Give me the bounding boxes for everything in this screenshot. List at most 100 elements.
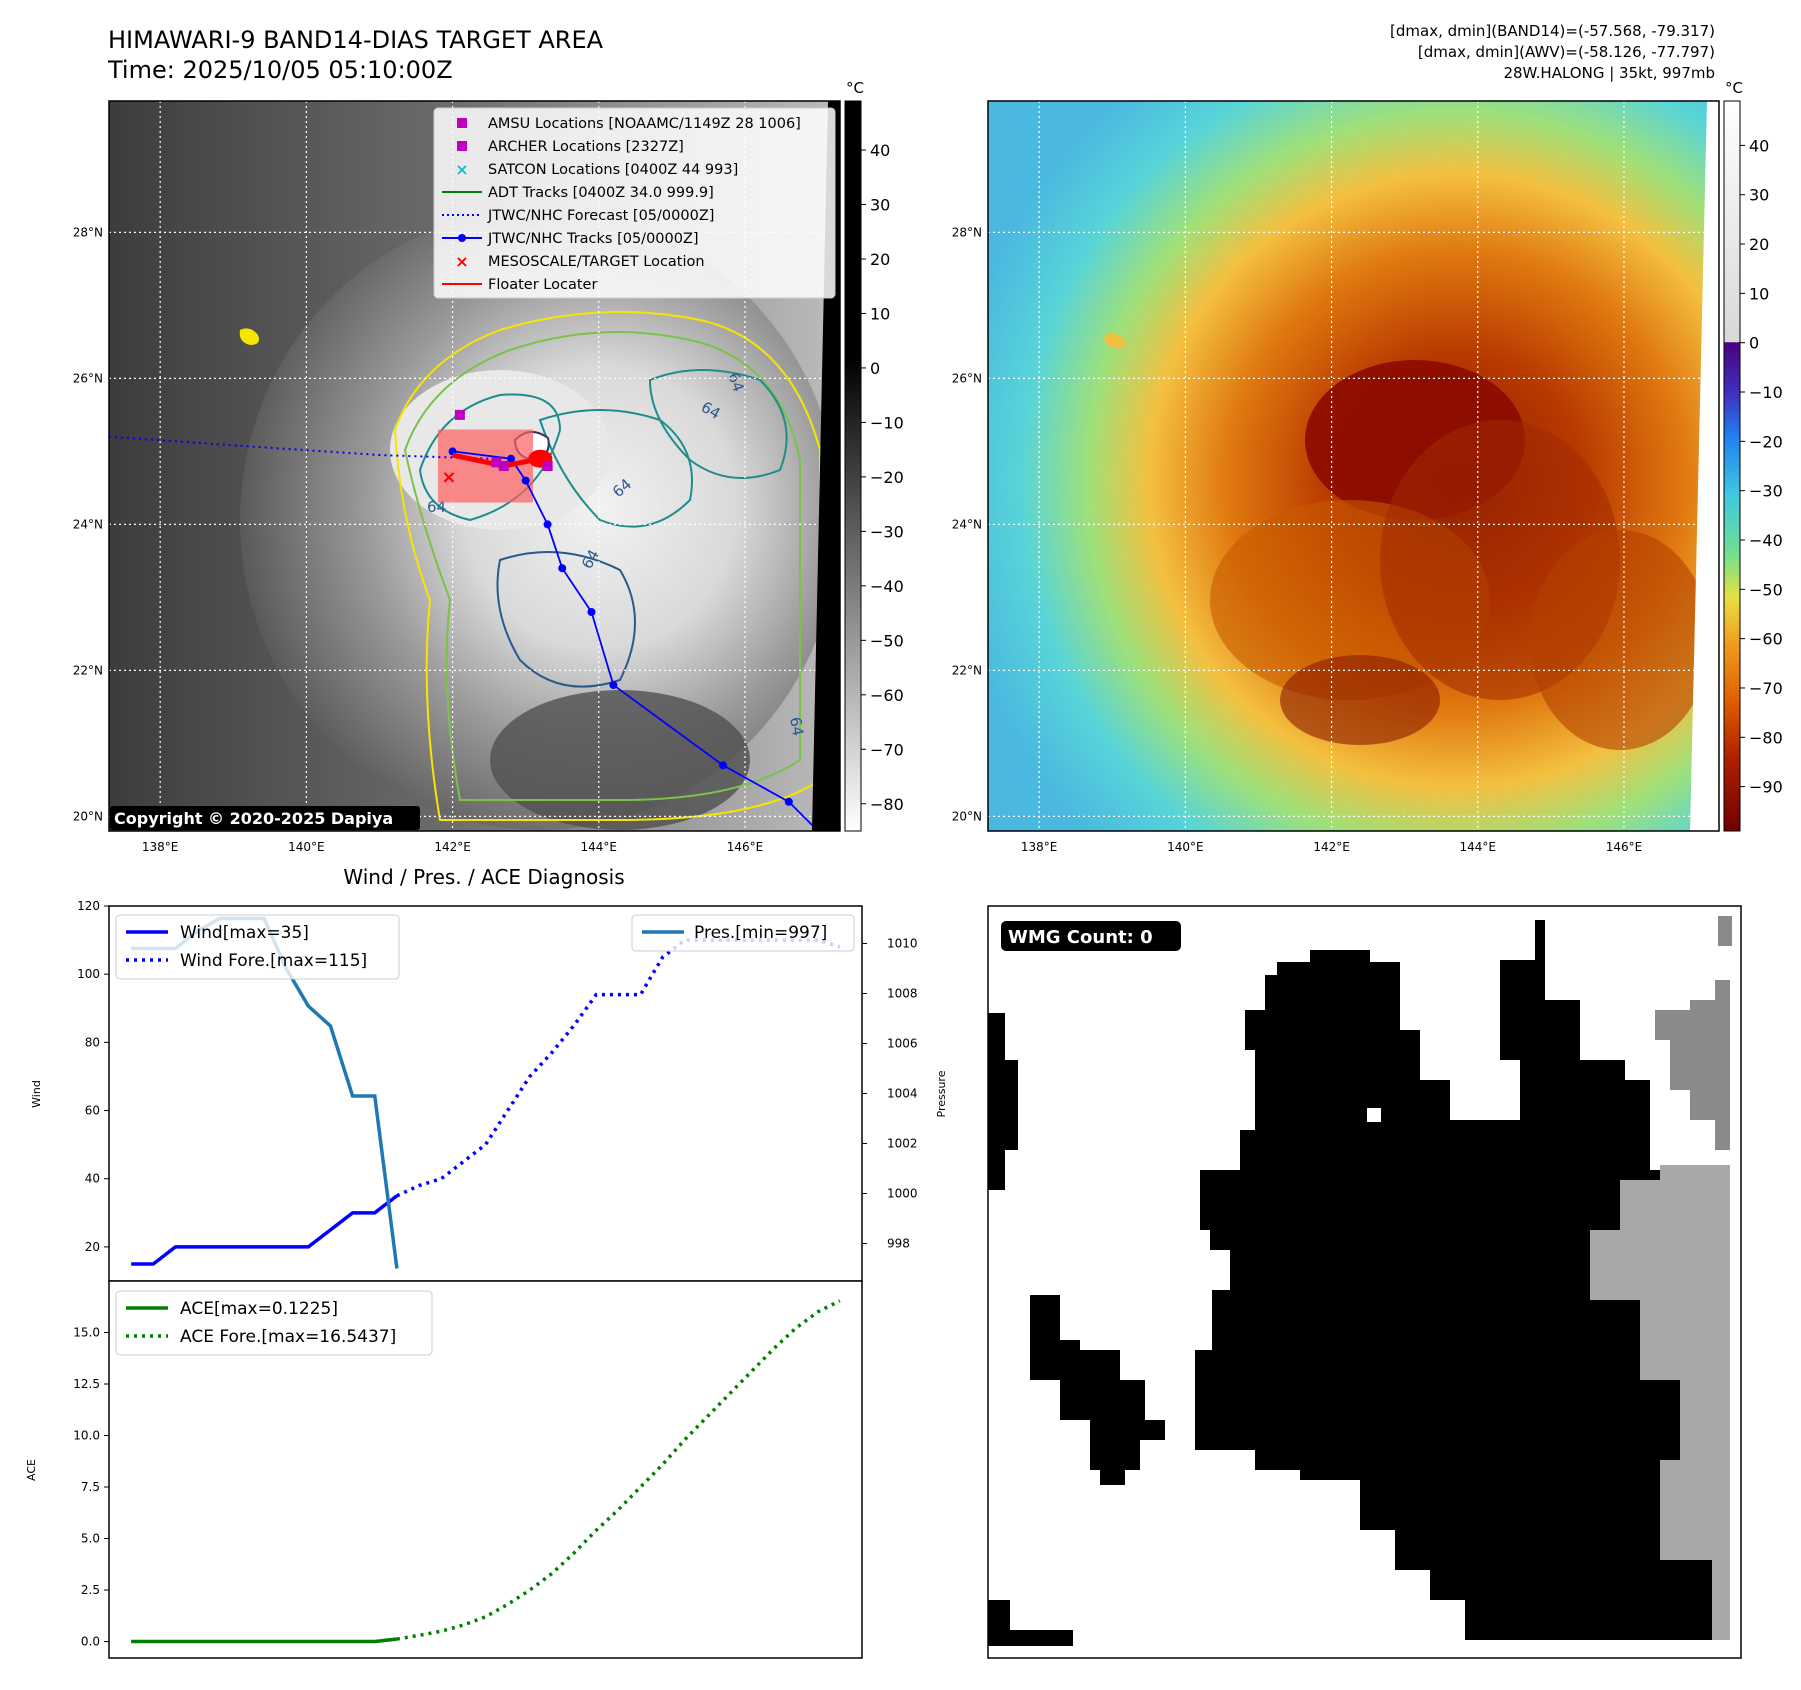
colorbar-tick-label: 10: [870, 304, 890, 323]
colorbar-tick-label: 40: [1749, 136, 1769, 155]
legend-pressure-label: Pres.[min=997]: [694, 923, 827, 943]
lon-tick-label: 140°E: [288, 840, 325, 854]
lat-tick-label: 28°N: [73, 225, 103, 239]
gray-colorbar-unit: °C: [846, 79, 864, 97]
map-legend: AMSU Locations [NOAAMC/1149Z 28 1006] ARC…: [433, 107, 836, 299]
lat-tick-label: 26°N: [73, 371, 103, 385]
ace-series: [131, 1299, 841, 1644]
colorbar-tick-label: −40: [870, 577, 904, 596]
wmg-black-region: [1030, 1295, 1165, 1485]
wmg-black-region: [988, 1013, 1018, 1190]
legend-marker: [457, 118, 467, 128]
legend-ace-label: ACE[max=0.1225]: [180, 1299, 338, 1319]
color-colorbar-unit: °C: [1725, 79, 1743, 97]
jtwc-track-point: [719, 761, 728, 770]
legend-label: MESOSCALE/TARGET Location: [488, 254, 705, 270]
lon-tick-label: 142°E: [1313, 840, 1350, 854]
colorbar-tick-label: −60: [870, 686, 904, 705]
lat-tick-label: 24°N: [952, 517, 982, 531]
ace-ytick-label: 12.5: [73, 1377, 100, 1391]
colorbar-tick-label: −70: [870, 740, 904, 759]
colorbar-tick-label: −80: [1749, 728, 1783, 747]
ace-legend: ACE[max=0.1225] ACE Fore.[max=16.5437]: [115, 1290, 433, 1356]
map1-axis-ticks: 138°E 140°E 142°E 144°E 146°E 20°N 22°N 24°N 26°…: [73, 225, 763, 854]
figure-time: Time: 2025/10/05 05:10:00Z: [108, 56, 453, 84]
archer-marker: [542, 461, 553, 471]
ace-ytick-label: 7.5: [81, 1480, 100, 1494]
legend-marker: ×: [455, 252, 468, 271]
wind-ytick-label: 80: [85, 1035, 100, 1049]
legend-label: Floater Locater: [488, 277, 597, 293]
pressure-ytick-label: 1006: [887, 1037, 918, 1051]
colorbar-tick-label: 30: [870, 196, 890, 215]
pressure-ytick-label: 1004: [887, 1087, 918, 1101]
colorbar-tick-label: 40: [870, 141, 890, 160]
wmg-panel: WMG Count: 0: [987, 905, 1742, 1659]
ace-ytick-label: 2.5: [81, 1583, 100, 1597]
contour-teal: [418, 393, 562, 522]
legend-marker: [457, 141, 467, 151]
wind-ylabel: Wind: [30, 1080, 43, 1108]
series-line: [131, 1637, 398, 1644]
legend-label: ARCHER Locations [2327Z]: [488, 139, 684, 155]
ace-yaxis: 0.0 2.5 5.0 7.5 10.0 12.5 15.0: [73, 1326, 109, 1649]
lat-tick-label: 22°N: [952, 663, 982, 677]
jtwc-track-point: [543, 520, 552, 529]
legend-wind-label: Wind[max=35]: [180, 923, 309, 943]
wmg-gray-region: [1655, 980, 1730, 1150]
colorbar-tick-label: 30: [1749, 186, 1769, 205]
legend-entry: × MESOSCALE/TARGET Location: [455, 252, 704, 271]
wmg-gray-region: [1718, 916, 1732, 946]
pressure-ytick-label: 998: [887, 1237, 910, 1251]
wind-ytick-label: 20: [85, 1240, 100, 1254]
amsu-marker: [454, 409, 465, 420]
wind-yaxis: 20 40 60 80 100 120: [77, 899, 109, 1254]
lat-tick-label: 24°N: [73, 517, 103, 531]
lat-tick-label: 26°N: [952, 371, 982, 385]
graticule: [988, 101, 1719, 831]
wmg-gray-region: [1590, 1165, 1730, 1640]
wmg-black-region: [1195, 920, 1725, 1640]
band14-range-text: [dmax, dmin](BAND14)=(-57.568, -79.317): [1390, 22, 1715, 40]
ace-ytick-label: 15.0: [73, 1326, 100, 1340]
colorbar-tick-label: 0: [1749, 334, 1759, 353]
target-area-box: [437, 429, 533, 503]
colorbar-tick-label: 20: [1749, 235, 1769, 254]
colorbar-tick-label: −50: [1749, 580, 1783, 599]
legend-entry: JTWC/NHC Tracks [05/0000Z]: [442, 231, 699, 247]
storm-info-text: 28W.HALONG | 35kt, 997mb: [1503, 64, 1715, 82]
jtwc-forecast-track: [109, 435, 490, 460]
map2-axis-ticks: 138°E 140°E 142°E 144°E 146°E 20°N 22°N 24°N 26°…: [952, 225, 1642, 854]
legend-entry: JTWC/NHC Forecast [05/0000Z]: [442, 208, 714, 224]
ace-panel: ACE 0.0 2.5 5.0 7.5 10.0 12.5 15.0 ACE[max=0.1…: [25, 1280, 863, 1659]
wind-ytick-label: 60: [85, 1104, 100, 1118]
pressure-legend: Pres.[min=997]: [631, 914, 855, 952]
copyright-badge: Copyright © 2020-2025 Dapiya: [110, 806, 420, 830]
legend-wind-fore-label: Wind Fore.[max=115]: [180, 951, 367, 971]
lat-tick-label: 20°N: [73, 809, 103, 823]
legend-entry: Floater Locater: [442, 277, 597, 293]
jtwc-track-point: [784, 797, 793, 806]
ace-ylabel: ACE: [25, 1459, 38, 1481]
ace-ytick-label: 5.0: [81, 1532, 100, 1546]
diagnosis-title: Wind / Pres. / ACE Diagnosis: [343, 865, 624, 889]
map-color-panel: 138°E 140°E 142°E 144°E 146°E 20°N 22°N 24°N 26°…: [952, 79, 1783, 854]
series-line: [131, 1194, 398, 1266]
wind-ytick-label: 120: [77, 899, 100, 913]
lon-tick-label: 140°E: [1167, 840, 1204, 854]
map-grayscale-panel: 64 64 64 64 64 64 31 × 138°E140°E142°E14…: [73, 79, 904, 854]
legend-ace-fore-label: ACE Fore.[max=16.5437]: [180, 1327, 396, 1347]
colorbar-tick-label: −20: [1749, 432, 1783, 451]
jtwc-track-point: [558, 564, 567, 573]
figure-title: HIMAWARI-9 BAND14-DIAS TARGET AREA: [108, 26, 604, 54]
wmg-black-region: [988, 1600, 1073, 1646]
wind-ytick-label: 40: [85, 1172, 100, 1186]
wind-legend: Wind[max=35] Wind Fore.[max=115]: [115, 914, 400, 980]
target-x-marker: ×: [441, 467, 456, 488]
amsu-marker: [498, 461, 509, 471]
legend-label: JTWC/NHC Forecast [05/0000Z]: [487, 208, 714, 224]
lon-tick-label: 138°E: [142, 840, 179, 854]
jtwc-track-point: [521, 476, 530, 485]
contour-label: 64: [786, 716, 807, 738]
legend-marker: ×: [455, 160, 468, 179]
